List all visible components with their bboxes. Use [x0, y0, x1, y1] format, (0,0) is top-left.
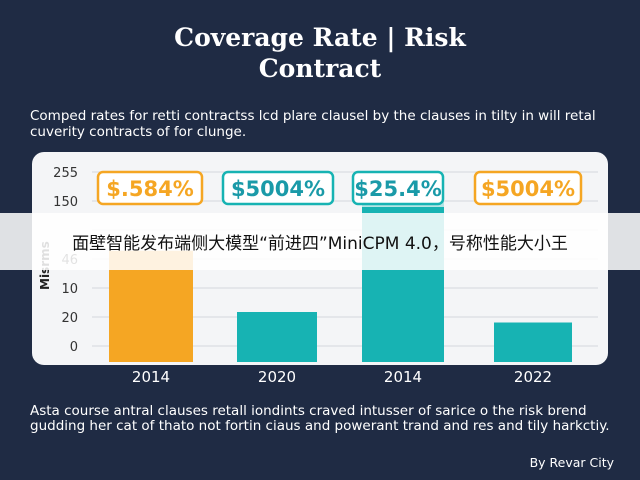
rate-label: $.584% [106, 177, 193, 201]
x-label: 2022 [513, 368, 553, 386]
rate-label-box [96, 170, 204, 206]
bar [494, 322, 572, 362]
rate-label: $25.4% [354, 177, 441, 201]
caption-overlay: 面壁智能发布端侧大模型“前进四”MiniCPM 4.0，号称性能大小王 [0, 213, 640, 270]
y-tick-label: 255 [53, 166, 78, 181]
y-tick-label: 10 [61, 282, 78, 297]
x-label: 2020 [257, 368, 297, 386]
footer-note: Asta course antral clauses retall iondin… [30, 403, 610, 434]
rate-label: $5004% [481, 177, 575, 201]
chart-title: Coverage Rate | Risk Contract [0, 22, 640, 84]
intro-text: Comped rates for retti contractss lcd pl… [30, 108, 596, 140]
rate-label-box [473, 170, 583, 206]
x-axis-labels: 2014 2020 2014 2022 [0, 368, 640, 392]
caption-text: 面壁智能发布端侧大模型“前进四”MiniCPM 4.0，号称性能大小王 [72, 234, 568, 254]
credit-text: By Revar City [529, 455, 614, 470]
x-label: 2014 [383, 368, 423, 386]
x-label: 2014 [131, 368, 171, 386]
bar [237, 312, 317, 362]
rate-label-box [351, 170, 445, 206]
rate-label-box [221, 170, 335, 206]
title-line-2: Contract [258, 54, 382, 83]
rate-label: $5004% [231, 177, 325, 201]
y-tick-label: 20 [61, 311, 78, 326]
y-tick-label: 0 [70, 340, 78, 355]
title-line-1: Coverage Rate | Risk [174, 23, 466, 52]
y-tick-label: 150 [53, 195, 78, 210]
